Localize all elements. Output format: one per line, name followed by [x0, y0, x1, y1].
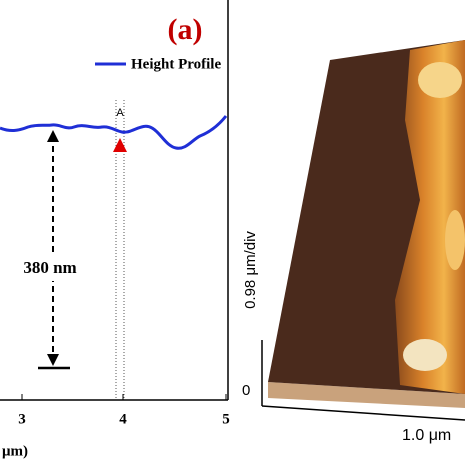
afm-grain: [403, 339, 447, 371]
marker-triangle: [113, 138, 127, 152]
x-label-3d: 1.0 μm: [402, 427, 451, 444]
x-axis-3d: [261, 405, 465, 421]
x-tick-label: 3: [18, 411, 26, 427]
z-origin: 0: [242, 382, 250, 399]
profile-plot: 3 4 5 μm) (a) Height Profile A 380 nm: [0, 0, 230, 459]
afm-grain: [418, 62, 462, 98]
legend-text: Height Profile: [131, 56, 221, 72]
label-bg: [6, 255, 94, 281]
afm-ridge: [395, 40, 465, 394]
afm-image: 0.98 μm/div 0 1.0 μm: [242, 40, 465, 444]
z-label: 0.98 μm/div: [242, 231, 259, 309]
arrow-head: [47, 130, 59, 142]
afm-grain: [445, 210, 465, 270]
marker-label: A: [116, 107, 124, 119]
x-tick-label: 5: [222, 411, 230, 427]
arrow-head: [47, 354, 59, 366]
profile-curve: [0, 115, 228, 150]
height-annotation: 380 nm: [23, 258, 76, 277]
x-tick-label: 4: [119, 411, 127, 427]
panel-label: (a): [168, 13, 203, 46]
x-axis-label: μm): [2, 443, 28, 459]
afm-side: [268, 382, 465, 408]
